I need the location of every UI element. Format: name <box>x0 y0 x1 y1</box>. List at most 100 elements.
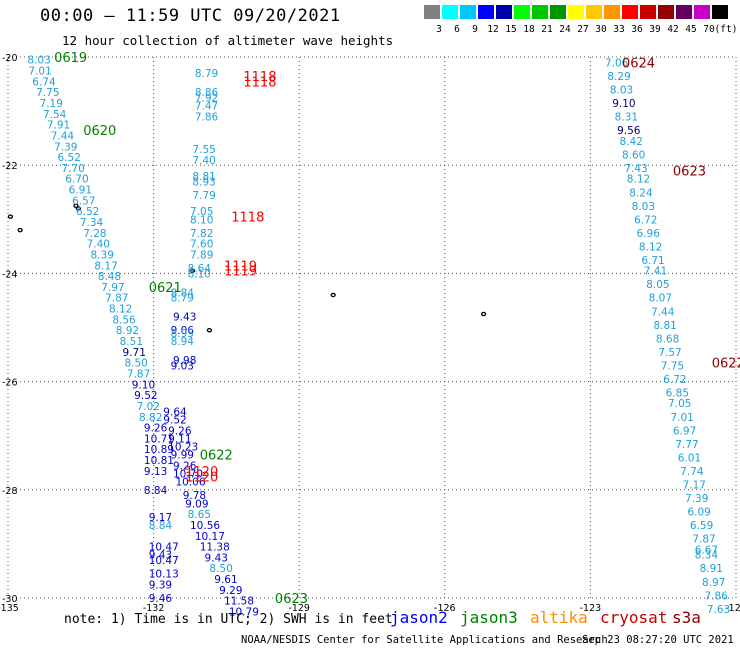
legend-swatch <box>442 5 458 19</box>
wave-height-value: 8.97 <box>702 577 725 589</box>
pass-number-label: 1120 <box>185 465 218 480</box>
wave-height-value: 8.84 <box>144 485 168 497</box>
pass-number-label: 1120 <box>185 470 218 485</box>
data-points: 8.037.016.747.757.197.547.917.447.396.52… <box>27 55 730 619</box>
wave-height-value: 9.61 <box>214 574 237 586</box>
pass-number-label: 0623 <box>673 165 706 180</box>
legend-tick-label: 18 <box>523 24 535 35</box>
wave-height-value: 7.82 <box>190 228 213 240</box>
wave-height-value: 6.67 <box>695 544 718 556</box>
wave-height-value: 7.44 <box>51 130 75 142</box>
wave-height-value: 8.81 <box>653 320 676 332</box>
wave-height-value: 6.91 <box>69 185 92 197</box>
wave-height-value: 8.50 <box>124 358 147 370</box>
legend-tick-label: 30 <box>595 24 607 35</box>
wave-height-value: 7.02 <box>137 401 160 413</box>
wave-height-value: 9.52 <box>134 390 157 402</box>
pass-number-label: 1119 <box>224 259 257 274</box>
footnote: note: 1) Time is in UTC; 2) SWH is in fe… <box>64 612 393 627</box>
axis-ticks: -135 -132 -129 -126 -123 -120 -20 -22 -24 -26 -28 -… <box>0 53 740 614</box>
wave-height-value: 6.97 <box>673 425 696 437</box>
legend-swatch <box>676 5 692 19</box>
plot-frame <box>7 56 737 599</box>
wave-height-value: 8.03 <box>632 201 655 213</box>
wave-height-value: 8.51 <box>120 336 143 348</box>
wave-height-value: 8.12 <box>627 174 650 186</box>
wave-height-value: 10.56 <box>190 520 220 532</box>
x-tick-label: -129 <box>288 603 310 614</box>
legend-tick-label: 12 <box>487 24 499 35</box>
wave-height-value: 7.89 <box>190 249 213 261</box>
wave-height-value: 8.03 <box>610 84 633 96</box>
legend-tick-label: 45 <box>685 24 697 35</box>
legend-swatch <box>478 5 494 19</box>
wave-height-value: 7.34 <box>80 217 104 229</box>
legend-tick-label: 3 <box>436 24 442 35</box>
legend-tick-label: 9 <box>472 24 478 35</box>
island-marker <box>75 206 82 211</box>
wave-height-value: 7.87 <box>105 293 128 305</box>
wave-height-value: 8.12 <box>639 241 662 253</box>
wave-height-value: 9.99 <box>171 450 194 462</box>
wave-height-value: 11.58 <box>224 596 254 608</box>
wave-height-value: 8.48 <box>98 271 121 283</box>
pass-number-label: 1118 <box>243 75 276 90</box>
wave-height-value: 8.65 <box>188 509 211 521</box>
wave-height-value: 6.52 <box>58 152 81 164</box>
wave-height-value: 6.01 <box>678 452 701 464</box>
source-label-cryosat: cryosat <box>600 608 668 627</box>
wave-height-value: 10.06 <box>175 477 205 489</box>
source-label-jason2: jason2 <box>390 608 448 627</box>
pass-number-label: 0619 <box>54 51 87 66</box>
wave-height-value: 8.17 <box>94 260 117 272</box>
wave-height-value: 9.26 <box>168 425 192 437</box>
wave-height-value: 8.60 <box>622 149 645 161</box>
wave-height-value: 9.46 <box>149 593 173 605</box>
wave-height-value: 10.71 <box>144 433 174 445</box>
wave-height-value: 9.11 <box>168 433 191 445</box>
island-marker <box>189 268 196 273</box>
wave-height-value: 8.05 <box>646 279 669 291</box>
legend-unit-label: (ft) <box>714 24 738 35</box>
pass-number-label: 1118 <box>231 211 264 226</box>
wave-height-value: 9.71 <box>123 347 146 359</box>
wave-height-value: 9.26 <box>173 460 197 472</box>
wave-height-value: 7.91 <box>47 120 70 132</box>
legend-swatch <box>460 5 476 19</box>
pass-number-label: 0624 <box>622 56 655 71</box>
wave-height-value: 7.05 <box>668 398 691 410</box>
legend-swatch <box>586 5 602 19</box>
legend-tick-label: 36 <box>631 24 643 35</box>
wave-height-value: 8.86 <box>195 87 219 99</box>
pass-number-label: 0620 <box>83 124 116 139</box>
wave-height-value: 7.97 <box>101 282 124 294</box>
legend-swatch <box>424 5 440 19</box>
legend-tick-label: 33 <box>613 24 625 35</box>
legend-swatch <box>568 5 584 19</box>
grid-lines <box>8 57 736 598</box>
wave-height-value: 10.47 <box>149 555 179 567</box>
legend-swatch <box>532 5 548 19</box>
wave-height-value: 8.56 <box>112 314 136 326</box>
legend-tick-label: 21 <box>541 24 553 35</box>
wave-height-value: 7.63 <box>707 604 730 616</box>
wave-height-value: 7.40 <box>192 155 215 167</box>
island-marker <box>17 227 23 233</box>
island-marker <box>330 292 336 298</box>
island-marker <box>206 327 213 333</box>
wave-height-value: 8.24 <box>629 187 653 199</box>
island-marker <box>7 214 14 219</box>
legend-swatch <box>712 5 728 19</box>
wave-height-value: 8.91 <box>700 563 723 575</box>
wave-height-value: 10.89 <box>144 444 174 456</box>
wave-height-value: 7.01 <box>28 66 51 78</box>
wave-height-value: 9.64 <box>163 406 187 418</box>
wave-height-value: 9.10 <box>612 98 635 110</box>
pass-number-label: 0622 <box>712 357 740 372</box>
wave-height-value: 7.06 <box>605 57 629 69</box>
legend-swatch <box>694 5 710 19</box>
wave-height-value: 8.34 <box>695 550 719 562</box>
wave-height-value: 7.47 <box>195 101 218 113</box>
wave-height-value: 7.41 <box>644 266 667 278</box>
